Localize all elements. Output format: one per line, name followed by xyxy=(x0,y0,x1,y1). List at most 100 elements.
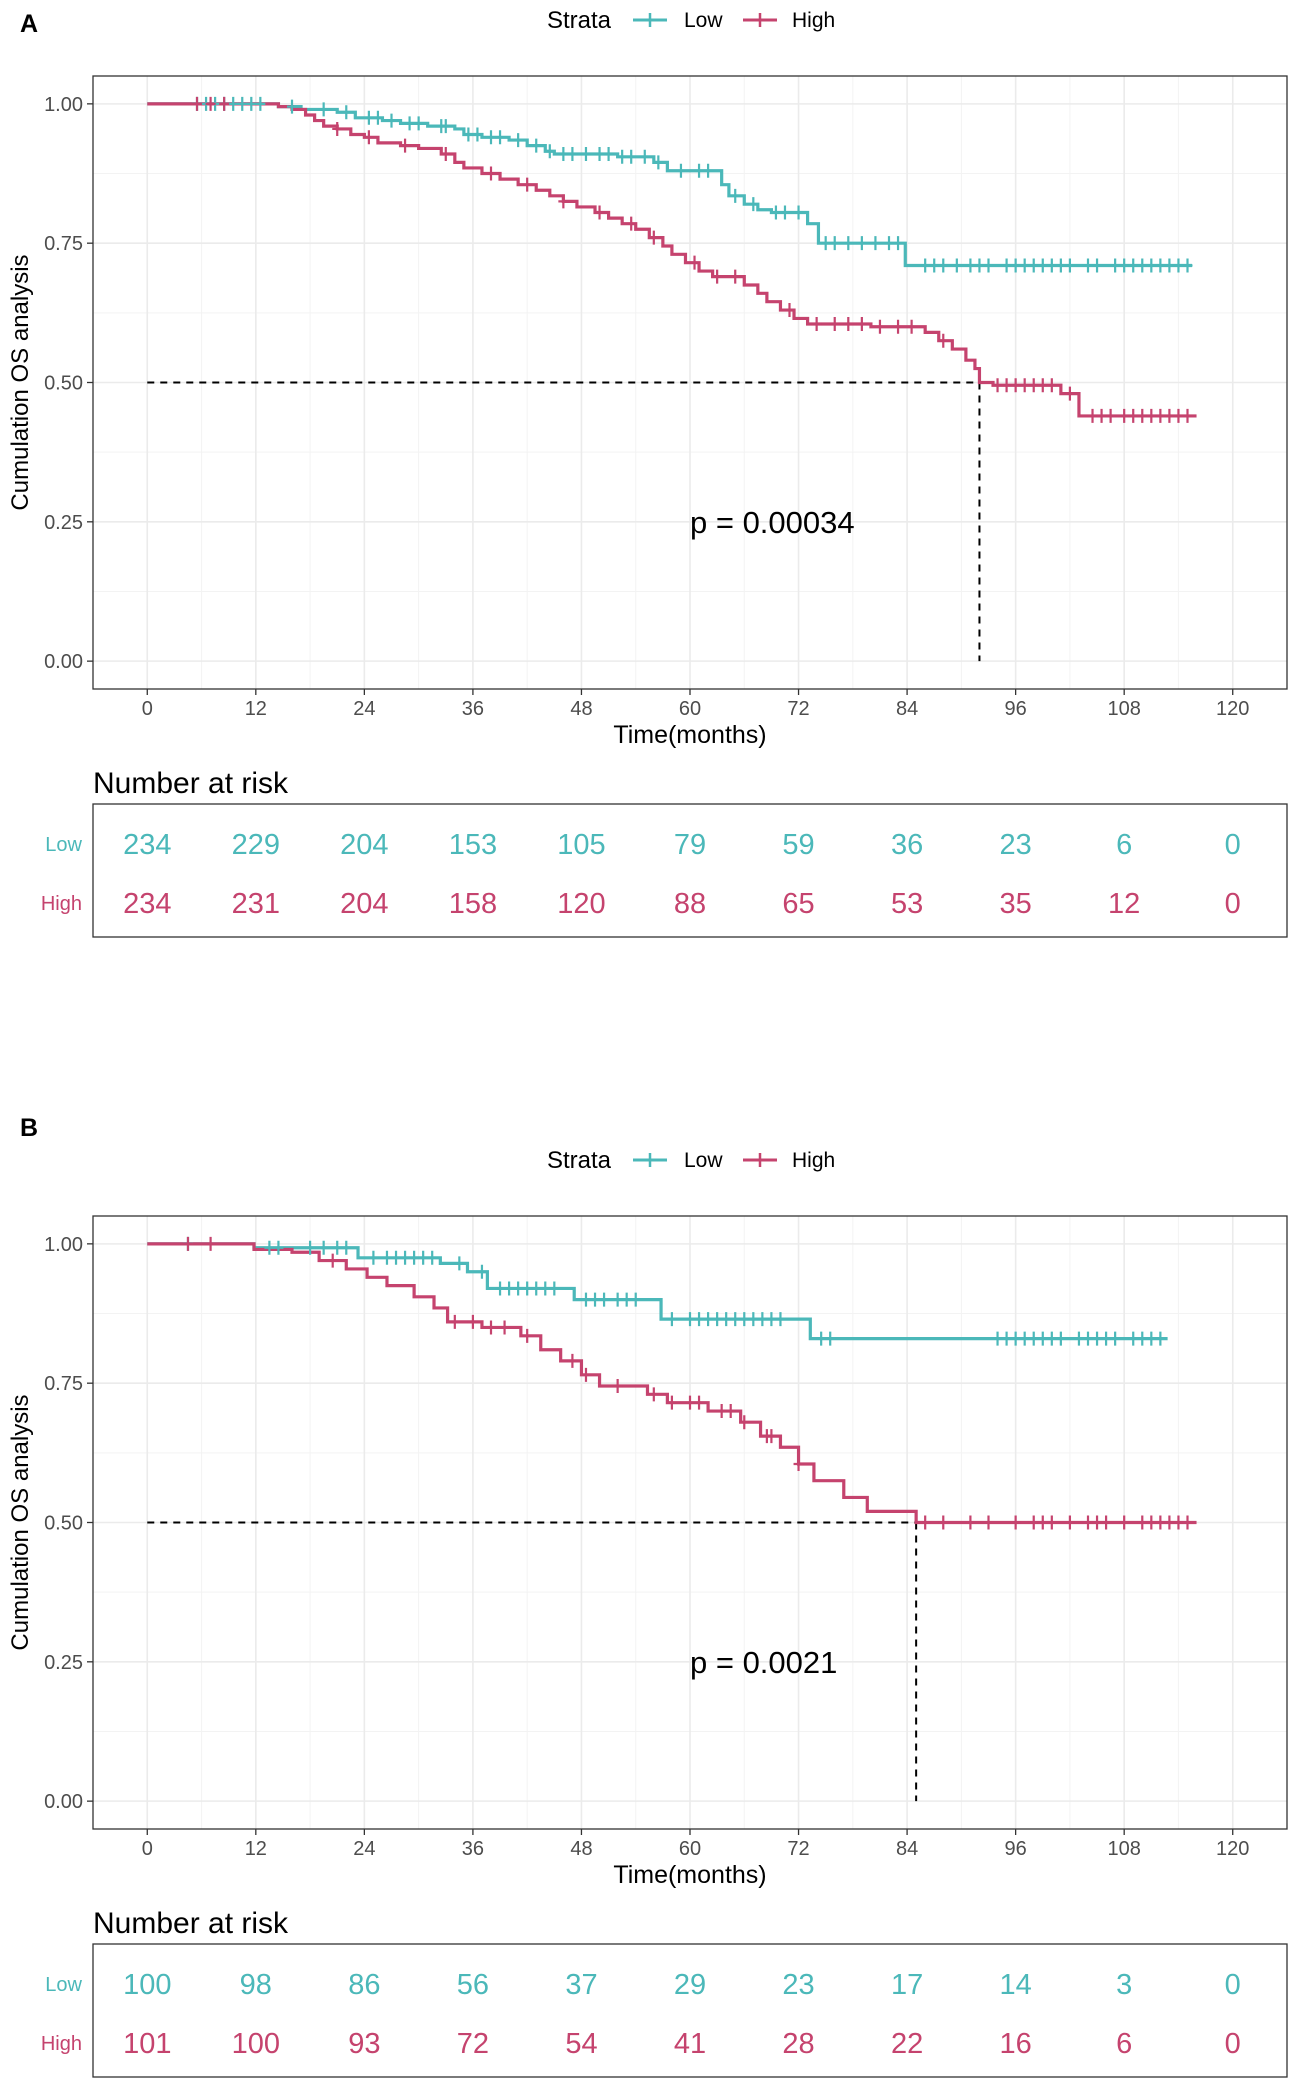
censor-mark-low xyxy=(730,1312,741,1327)
x-tick-label: 96 xyxy=(1005,1838,1027,1860)
x-tick-label: 108 xyxy=(1107,1838,1140,1860)
x-tick-label: 48 xyxy=(570,1838,592,1860)
risk-value-high: 100 xyxy=(232,2028,280,2060)
x-tick-label: 120 xyxy=(1216,698,1249,720)
censor-mark-low xyxy=(829,236,840,251)
censor-mark-low xyxy=(816,1331,827,1346)
risk-value-high: 93 xyxy=(348,2028,380,2060)
censor-mark-low xyxy=(273,1240,284,1255)
censor-mark-low xyxy=(381,1250,392,1265)
censor-mark-low xyxy=(255,96,266,111)
risk-table: Number at risk Low 100 98 86 56 37 29 23 17 14 3 0 Hi… xyxy=(41,1907,1288,2078)
censor-mark-high xyxy=(766,1429,777,1444)
censor-mark-low xyxy=(721,1312,732,1327)
censor-mark-low xyxy=(391,1250,402,1265)
risk-value-low: 17 xyxy=(891,1969,923,2001)
risk-row-label-high: High xyxy=(41,893,82,915)
censor-mark-high xyxy=(712,269,723,284)
censor-mark-high xyxy=(1010,378,1021,393)
legend-label-low: Low xyxy=(684,9,723,32)
x-tick-label: 0 xyxy=(142,698,153,720)
censor-mark-low xyxy=(1146,258,1157,273)
y-axis-title: Cumulation OS analysis xyxy=(7,1394,34,1650)
survival-panel-a: A Strata Low High 0.00 0.25 0.50 0.75 1.00 0 12 24 3… xyxy=(7,7,1288,938)
y-tick-label: 1.00 xyxy=(44,94,83,116)
risk-value-high: 35 xyxy=(1000,888,1032,920)
risk-value-low: 36 xyxy=(891,829,923,861)
y-tick-label: 0.50 xyxy=(44,373,83,395)
censor-mark-low xyxy=(486,130,496,145)
risk-value-low: 105 xyxy=(557,829,605,861)
censor-mark-low xyxy=(1055,1331,1066,1346)
censor-mark-low xyxy=(476,1264,487,1279)
risk-value-high: 231 xyxy=(232,888,280,920)
censor-mark-low xyxy=(540,1281,551,1296)
risk-row-label-low: Low xyxy=(45,834,82,856)
legend-label-high: High xyxy=(792,1149,835,1172)
censor-mark-high xyxy=(1010,1515,1021,1530)
censor-mark-low xyxy=(1128,1331,1139,1346)
y-tick-label: 0.50 xyxy=(44,1513,83,1535)
censor-mark-low xyxy=(1037,258,1048,273)
censor-mark-low xyxy=(712,1312,723,1327)
censor-mark-high xyxy=(843,316,854,331)
legend: Strata Low High xyxy=(547,7,835,34)
censor-mark-low xyxy=(504,1281,515,1296)
censor-mark-low xyxy=(472,127,483,142)
censor-mark-low xyxy=(1128,258,1139,273)
censor-mark-high xyxy=(739,1415,750,1430)
panel-label: B xyxy=(20,1114,38,1142)
censor-mark-high xyxy=(1064,1515,1075,1530)
x-tick-label: 36 xyxy=(462,1838,484,1860)
risk-value-low: 153 xyxy=(449,829,497,861)
axes: 0.00 0.25 0.50 0.75 1.00 0 12 24 36 48 60 72 84 96 108… xyxy=(7,1234,1249,1889)
censor-mark-low xyxy=(730,188,741,203)
x-tick-label: 24 xyxy=(353,1838,375,1860)
censor-mark-low xyxy=(1119,258,1130,273)
censor-mark-low xyxy=(1046,1331,1057,1346)
censor-mark-high xyxy=(1137,408,1148,423)
censor-mark-high xyxy=(1128,408,1139,423)
censor-mark-low xyxy=(1046,258,1057,273)
risk-value-low: 6 xyxy=(1116,829,1132,861)
censor-mark-low xyxy=(580,1292,591,1307)
censor-mark-low xyxy=(332,1240,343,1255)
risk-value-low: 23 xyxy=(782,1969,814,2001)
risk-value-low: 86 xyxy=(348,1969,380,2001)
censor-mark-high xyxy=(1164,1515,1175,1530)
censor-mark-high xyxy=(992,378,1003,393)
censor-mark-low xyxy=(341,1240,352,1255)
censor-mark-low xyxy=(951,258,962,273)
y-tick-label: 0.25 xyxy=(44,1652,83,1674)
censor-mark-low xyxy=(544,144,555,159)
censor-mark-high xyxy=(648,1387,659,1402)
censor-mark-high xyxy=(219,96,230,111)
censor-mark-high xyxy=(522,177,533,192)
censor-mark-low xyxy=(884,236,894,251)
x-tick-label: 12 xyxy=(245,698,267,720)
censor-marks xyxy=(182,1236,1193,1530)
x-tick-label: 60 xyxy=(679,1838,701,1860)
y-tick-label: 0.25 xyxy=(44,512,83,534)
risk-value-low: 79 xyxy=(674,829,706,861)
censor-mark-low xyxy=(1155,258,1166,273)
risk-value-low: 3 xyxy=(1116,1969,1132,2001)
survival-panel-b: B Strata Low High 0.00 0.25 0.50 0.75 1.00 0 12 24 3… xyxy=(7,1114,1288,2078)
risk-value-low: 59 xyxy=(782,829,814,861)
censor-mark-high xyxy=(1119,1515,1130,1530)
risk-value-high: 0 xyxy=(1225,2028,1241,2060)
risk-value-high: 16 xyxy=(1000,2028,1032,2060)
x-axis-title: Time(months) xyxy=(613,1861,766,1889)
censor-mark-low xyxy=(418,1250,429,1265)
censor-mark-low xyxy=(513,133,524,148)
censor-mark-low xyxy=(341,105,352,120)
panel-label: A xyxy=(20,10,38,38)
censor-mark-high xyxy=(1001,378,1012,393)
x-tick-label: 72 xyxy=(787,698,809,720)
censor-mark-low xyxy=(603,147,614,162)
p-value-label: p = 0.00034 xyxy=(690,505,855,540)
legend-key-censor-mark xyxy=(645,1153,655,1167)
legend-title: Strata xyxy=(547,1147,612,1174)
censor-mark-low xyxy=(1019,258,1030,273)
